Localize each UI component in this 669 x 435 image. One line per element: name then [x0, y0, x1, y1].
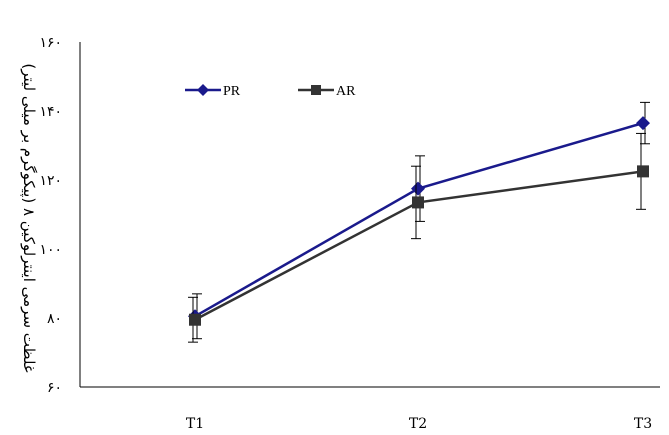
- data-point-ar: [412, 196, 424, 209]
- x-tick-label: T2: [409, 416, 427, 432]
- legend-marker-pr: [197, 84, 209, 96]
- series-group: [188, 101, 650, 343]
- x-tick-label: T3: [634, 416, 652, 432]
- series-line-pr: [194, 121, 644, 318]
- data-point-ar: [637, 165, 649, 178]
- y-tick-label: ۱۴۰: [39, 104, 62, 120]
- y-tick-labels: ۶۰ ۸۰ ۱۰۰ ۱۲۰ ۱۴۰ ۱۶۰: [39, 35, 62, 396]
- y-tick-label: ۱۲۰: [39, 173, 62, 189]
- y-tick-label: ۱۰۰: [39, 242, 62, 258]
- y-axis-label: غلظت سرمی اینترلوکین ۸ (پیکوگرم بر میلی …: [19, 63, 38, 372]
- y-tick-label: ۶۰: [47, 380, 62, 396]
- data-point-pr: [411, 181, 425, 196]
- data-point-pr: [636, 116, 650, 131]
- data-point-ar: [189, 313, 201, 326]
- y-tick-label: ۱۶۰: [39, 35, 62, 51]
- legend-marker-ar: [311, 85, 321, 95]
- legend: PR AR: [185, 84, 356, 99]
- y-tick-label: ۸۰: [47, 311, 62, 327]
- x-tick-labels: T1 T2 T3: [186, 416, 652, 432]
- legend-label-ar: AR: [336, 84, 356, 99]
- x-tick-label: T1: [186, 416, 204, 432]
- axes: [79, 42, 660, 388]
- legend-label-pr: PR: [223, 84, 241, 99]
